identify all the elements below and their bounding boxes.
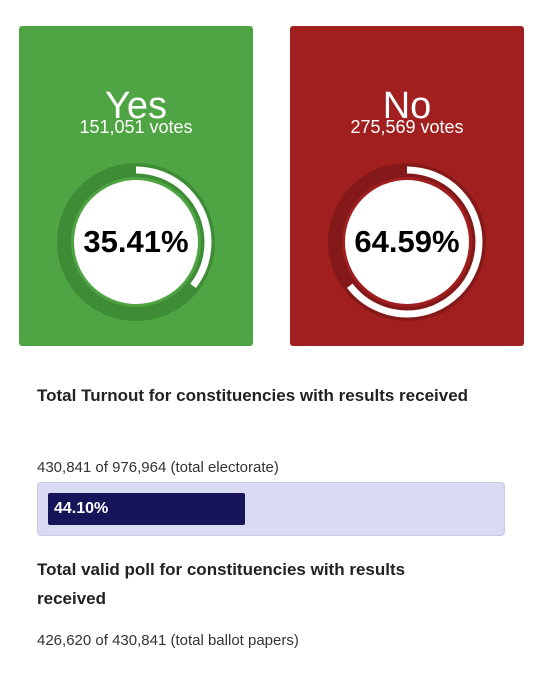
yes-gauge-arc: [60, 166, 212, 318]
yes-gauge-center: [74, 180, 198, 304]
valid-poll-summary: 426,620 of 430,841 (total ballot papers): [37, 632, 299, 649]
no-gauge-center: [345, 180, 469, 304]
no-votes-count: 275,569 votes: [350, 117, 464, 137]
turnout-summary: 430,841 of 976,964 (total electorate): [37, 459, 279, 476]
no-percentage-gauge: 64.59%: [327, 162, 487, 322]
yes-gauge-svg: [57, 163, 215, 321]
no-result-card: No 275,569 votes 64.59%: [290, 26, 524, 346]
yes-votes-count: 151,051 votes: [79, 117, 193, 137]
turnout-heading: Total Turnout for constituencies with re…: [37, 386, 469, 405]
no-percentage-label: 64.59%: [354, 224, 460, 259]
valid-poll-heading: Total valid poll for constituencies with…: [37, 560, 406, 608]
no-title: No: [382, 85, 432, 127]
turnout-percentage-label: 44.10%: [54, 500, 109, 517]
yes-percentage-label: 35.41%: [83, 224, 189, 259]
turnout-progress-bar: 44.10%: [37, 482, 505, 536]
yes-result-card: Yes 151,051 votes 35.41%: [19, 26, 253, 346]
yes-title: Yes: [105, 85, 167, 127]
no-gauge-arc: [331, 166, 483, 318]
yes-percentage-gauge: 35.41%: [56, 162, 216, 322]
turnout-progress-fill: 44.10%: [48, 493, 245, 525]
no-gauge-svg: [328, 163, 486, 321]
